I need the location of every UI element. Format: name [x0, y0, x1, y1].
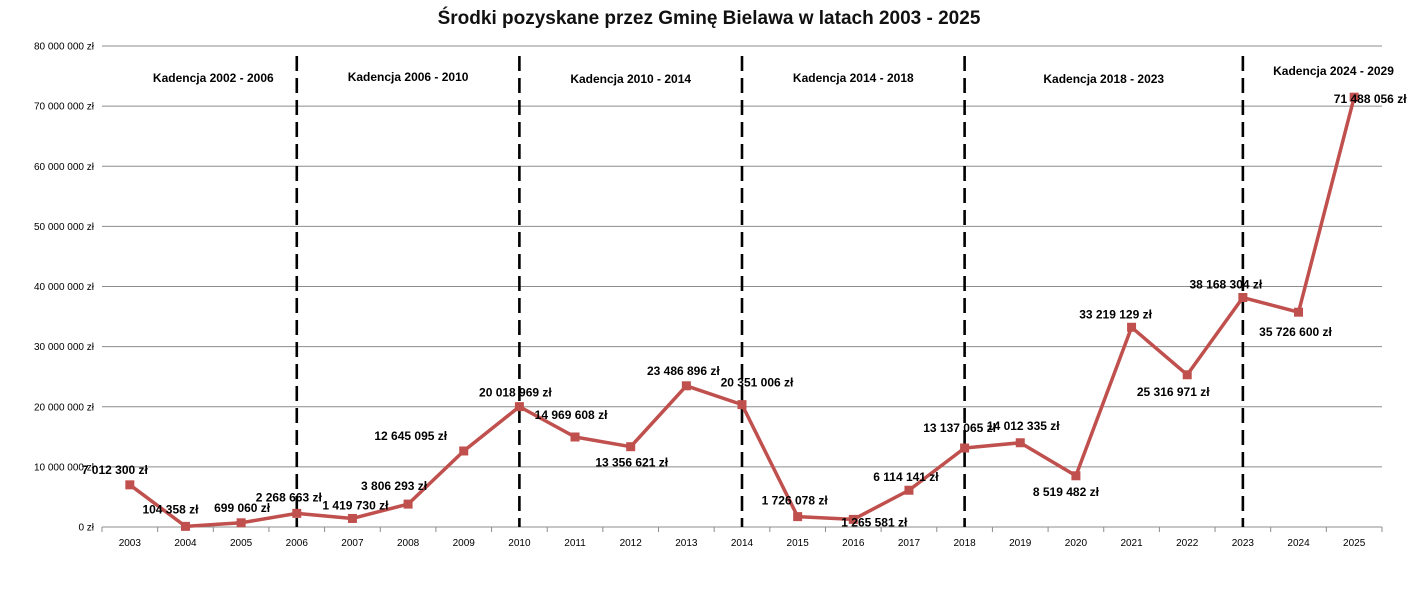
- term-label: Kadencja 2010 - 2014: [570, 72, 691, 86]
- data-point: [960, 443, 970, 453]
- data-label: 2 268 663 zł: [256, 490, 323, 504]
- x-tick-label: 2005: [230, 538, 253, 549]
- data-point: [793, 512, 803, 522]
- data-label: 14 969 608 zł: [535, 408, 608, 422]
- x-tick-label: 2025: [1343, 538, 1366, 549]
- data-label: 1 265 581 zł: [841, 515, 908, 529]
- data-label: 699 060 zł: [214, 501, 271, 515]
- y-tick-label: 80 000 000 zł: [34, 42, 95, 53]
- data-point: [1294, 307, 1304, 317]
- data-point: [737, 400, 747, 410]
- y-tick-label: 30 000 000 zł: [34, 342, 95, 353]
- x-tick-label: 2015: [787, 538, 810, 549]
- x-tick-label: 2004: [174, 538, 197, 549]
- data-point: [1349, 92, 1359, 102]
- axes: 0 zł 10 000 000 zł 20 000 000 zł 30 000 000…: [34, 42, 1383, 549]
- x-tick-label: 2019: [1009, 538, 1032, 549]
- x-tick-label: 2009: [453, 538, 476, 549]
- data-label: 71 488 056 zł: [1334, 92, 1407, 106]
- x-tick-label: 2017: [898, 538, 921, 549]
- data-point: [681, 381, 691, 391]
- term-dividers: [295, 56, 1245, 527]
- x-tick-label: 2006: [286, 538, 309, 549]
- data-label: 6 114 141 zł: [873, 470, 939, 484]
- data-point: [1182, 370, 1192, 380]
- term-label: Kadencja 2002 - 2006: [153, 71, 274, 85]
- data-label: 25 316 971 zł: [1137, 385, 1210, 399]
- x-tick-label: 2018: [953, 538, 976, 549]
- data-label: 33 219 129 zł: [1079, 307, 1152, 321]
- data-label: 8 519 482 zł: [1033, 485, 1100, 499]
- x-tick-label: 2012: [620, 538, 643, 549]
- chart-title: Środki pozyskane przez Gminę Bielawa w l…: [437, 8, 981, 29]
- series-line: [125, 92, 1359, 531]
- data-label: 1 419 730 zł: [322, 498, 389, 512]
- y-tick-label: 60 000 000 zł: [34, 162, 95, 173]
- x-tick-label: 2021: [1120, 538, 1143, 549]
- x-tick-label: 2007: [341, 538, 364, 549]
- x-tick-label: 2014: [731, 538, 754, 549]
- x-tick-label: 2011: [564, 538, 586, 549]
- data-point: [236, 518, 246, 528]
- data-point: [514, 402, 524, 412]
- y-tick-label: 20 000 000 zł: [34, 402, 95, 413]
- data-point: [347, 513, 357, 523]
- data-label: 35 726 600 zł: [1259, 325, 1332, 339]
- data-point: [904, 485, 914, 495]
- y-tick-label: 50 000 000 zł: [34, 222, 95, 233]
- y-tick-label: 0 zł: [78, 523, 94, 534]
- data-label: 7 012 300 zł: [82, 463, 149, 477]
- data-label: 20 351 006 zł: [721, 376, 794, 390]
- x-tick-label: 2024: [1287, 538, 1310, 549]
- x-tick-label: 2010: [508, 538, 531, 549]
- data-point: [403, 499, 413, 509]
- data-label: 104 358 zł: [142, 502, 199, 516]
- data-point: [1238, 293, 1248, 303]
- data-label: 13 356 621 zł: [595, 456, 668, 470]
- data-label: 13 137 065 zł: [923, 421, 996, 435]
- data-label: 38 168 304 zł: [1190, 278, 1263, 292]
- data-point: [1015, 438, 1025, 448]
- data-label: 1 726 078 zł: [762, 494, 829, 508]
- data-label: 20 018 969 zł: [479, 386, 552, 400]
- term-label: Kadencja 2014 - 2018: [793, 71, 914, 85]
- y-tick-label: 70 000 000 zł: [34, 102, 95, 113]
- data-point: [459, 446, 469, 456]
- data-point: [180, 521, 190, 531]
- data-point: [570, 432, 580, 442]
- data-label: 14 012 335 zł: [987, 419, 1060, 433]
- y-tick-label: 10 000 000 zł: [34, 462, 95, 473]
- y-tick-label: 40 000 000 zł: [34, 282, 95, 293]
- data-point: [292, 508, 302, 518]
- term-label: Kadencja 2018 - 2023: [1043, 72, 1164, 86]
- x-tick-label: 2022: [1176, 538, 1199, 549]
- term-label: Kadencja 2006 - 2010: [348, 70, 469, 84]
- data-point: [848, 514, 858, 524]
- data-point: [626, 442, 636, 452]
- data-point: [1071, 471, 1081, 481]
- data-label: 3 806 293 zł: [361, 479, 428, 493]
- x-tick-label: 2008: [397, 538, 420, 549]
- x-tick-label: 2003: [119, 538, 142, 549]
- data-labels: 7 012 300 zł 104 358 zł 699 060 zł2 268 66…: [82, 92, 1407, 529]
- x-tick-label: 2013: [675, 538, 698, 549]
- x-tick-label: 2023: [1232, 538, 1255, 549]
- data-label: 12 645 095 zł: [374, 429, 447, 443]
- data-point: [1127, 322, 1137, 332]
- term-labels: Kadencja 2002 - 2006 Kadencja 2006 - 2010…: [153, 64, 1394, 86]
- data-point: [125, 480, 135, 490]
- x-tick-label: 2020: [1065, 538, 1088, 549]
- term-label: Kadencja 2024 - 2029: [1273, 64, 1394, 78]
- x-tick-label: 2016: [842, 538, 865, 549]
- data-label: 23 486 896 zł: [647, 364, 720, 378]
